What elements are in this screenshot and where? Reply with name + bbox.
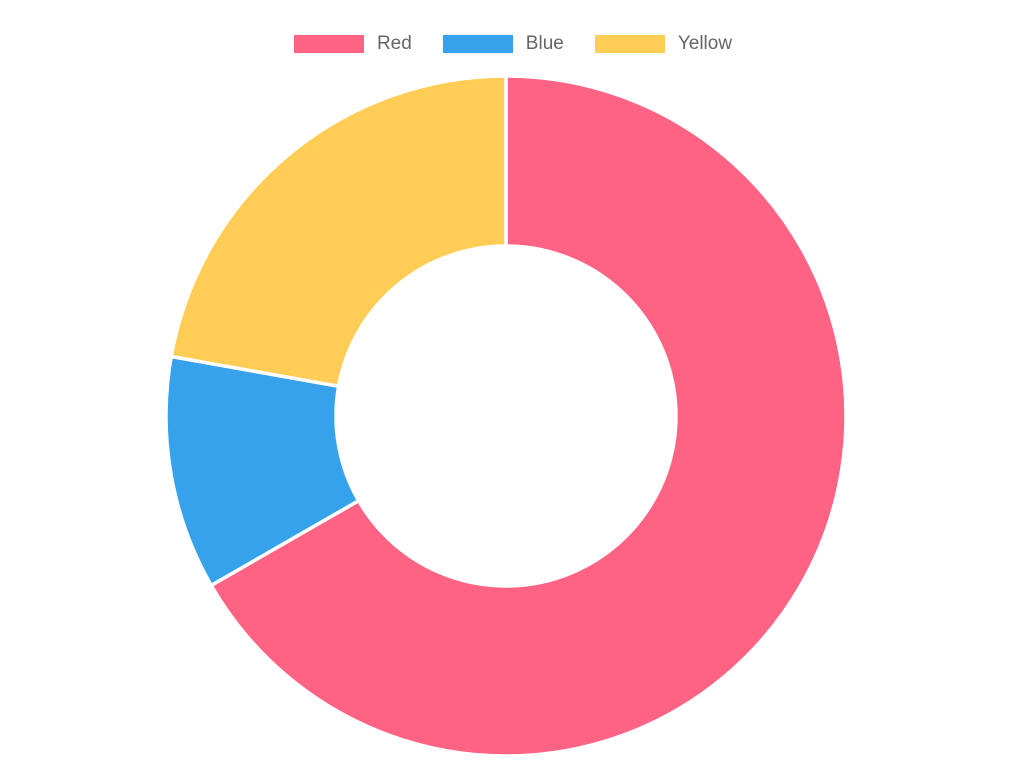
- segment-yellow[interactable]: [169, 74, 508, 389]
- legend-item-red[interactable]: Red: [293, 33, 412, 54]
- legend-swatch-blue: [442, 35, 513, 53]
- segment-red[interactable]: [208, 74, 848, 758]
- legend-item-blue[interactable]: Blue: [442, 33, 564, 54]
- legend-label: Red: [376, 33, 412, 54]
- segment-blue[interactable]: [164, 354, 361, 588]
- legend-label: Yellow: [677, 33, 733, 54]
- legend-swatch-yellow: [594, 35, 665, 53]
- legend-item-yellow[interactable]: Yellow: [594, 33, 733, 54]
- legend-label: Blue: [525, 33, 564, 54]
- legend-swatch-red: [293, 35, 364, 53]
- chart-legend: Red Blue Yellow: [0, 34, 1026, 54]
